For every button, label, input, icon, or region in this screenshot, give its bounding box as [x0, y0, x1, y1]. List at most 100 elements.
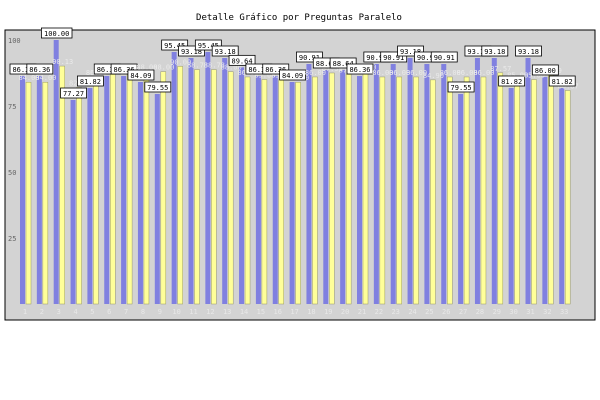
svg-text:86.36: 86.36: [97, 66, 118, 74]
bar-series-b: [160, 71, 167, 305]
svg-text:86.36: 86.36: [12, 66, 33, 74]
bar-series-b: [59, 65, 65, 305]
value-label: 89.64: [228, 54, 256, 66]
bar-series-a: [458, 93, 464, 304]
x-tick-label: 14: [240, 308, 248, 316]
x-tick-label: 22: [375, 308, 383, 316]
bar-series-b: [447, 76, 453, 305]
svg-text:88.64: 88.64: [333, 60, 354, 68]
x-tick-label: 17: [290, 308, 298, 316]
bar-series-b: [345, 74, 352, 305]
svg-text:90.91: 90.91: [299, 54, 320, 62]
bar-series-a: [222, 58, 228, 305]
x-tick-label: 10: [172, 308, 180, 316]
avg-label: 86.00: [473, 69, 494, 77]
x-tick-label: 9: [158, 308, 162, 316]
svg-text:86.00: 86.00: [535, 67, 556, 75]
bar-series-b: [329, 72, 335, 305]
value-label: 79.55: [447, 81, 475, 93]
value-label: 93.18: [397, 45, 424, 57]
value-label: 86.36: [26, 63, 54, 75]
svg-text:90.91: 90.91: [383, 54, 404, 62]
value-label: 93.18: [178, 45, 205, 57]
bar-series-a: [205, 52, 211, 305]
bar-series-b: [379, 76, 386, 305]
value-label: 79.55: [144, 81, 172, 93]
avg-label: 88.78: [187, 62, 208, 70]
value-label: 84.09: [279, 69, 307, 81]
bar-series-a: [340, 69, 346, 304]
x-tick-label: 15: [257, 308, 265, 316]
x-axis: 1 2 3 4 5 6 7 8 9 10 11 12 13 14 15 16 17 18 19 20 21 22 23 24 2…: [23, 308, 569, 316]
svg-text:79.55: 79.55: [147, 84, 168, 92]
bar-series-a: [407, 58, 413, 305]
svg-text:86.36: 86.36: [265, 66, 286, 74]
bar-series-a: [171, 52, 177, 305]
bar-series-a: [373, 63, 379, 304]
avg-label: 86.00: [406, 69, 427, 77]
value-label: 81.82: [77, 75, 104, 87]
bar-series-a: [20, 76, 25, 304]
y-tick-label: 100: [8, 37, 21, 45]
bar-series-a: [390, 63, 396, 304]
x-tick-label: 28: [476, 308, 484, 316]
bar-series-a: [87, 87, 93, 304]
bar-series-b: [312, 76, 318, 305]
svg-text:77.27: 77.27: [63, 90, 84, 98]
svg-text:93.18: 93.18: [181, 48, 202, 56]
x-tick-label: 24: [408, 308, 416, 316]
x-tick-label: 6: [107, 308, 111, 316]
svg-text:95.45: 95.45: [198, 42, 219, 50]
x-tick-label: 26: [442, 308, 450, 316]
bar-series-b: [93, 76, 99, 305]
bar-series-b: [413, 76, 419, 305]
avg-label: 86.00: [440, 69, 461, 77]
svg-text:81.82: 81.82: [501, 78, 522, 86]
bar-series-a: [542, 76, 548, 305]
svg-text:100.00: 100.00: [44, 30, 69, 38]
bar-series-b: [42, 81, 49, 305]
bar-series-a: [474, 58, 480, 305]
x-tick-label: 18: [307, 308, 315, 316]
avg-label: 88.78: [204, 62, 225, 70]
bar-series-b: [463, 76, 470, 305]
bar-series-a: [323, 69, 329, 304]
bars: [20, 40, 571, 305]
value-label: 95.45: [161, 39, 189, 51]
svg-text:93.18: 93.18: [215, 48, 236, 56]
x-tick-label: 1: [23, 308, 27, 316]
bar-series-b: [396, 76, 402, 305]
value-label: 88.64: [329, 57, 357, 69]
svg-text:95.45: 95.45: [164, 42, 185, 50]
value-label: 84.09: [127, 69, 155, 81]
svg-text:93.18: 93.18: [400, 48, 421, 56]
svg-text:88.64: 88.64: [316, 60, 337, 68]
bar-series-a: [357, 76, 362, 304]
avg-label: 87.51: [322, 65, 343, 73]
svg-text:79.55: 79.55: [451, 84, 472, 92]
svg-text:84.09: 84.09: [282, 72, 303, 80]
value-label: 81.82: [498, 75, 526, 87]
x-tick-label: 11: [189, 308, 197, 316]
bar-series-b: [362, 71, 369, 305]
value-label: 95.45: [194, 39, 222, 51]
bar-series-a: [104, 76, 110, 304]
bar-series-b: [430, 79, 436, 305]
svg-text:86.36: 86.36: [114, 66, 135, 74]
bar-series-a: [137, 82, 143, 304]
bar-series-a: [272, 76, 278, 304]
avg-label: 85.00: [254, 72, 275, 80]
avg-label: 84.90: [423, 72, 444, 80]
bar-series-b: [564, 90, 571, 305]
bar-series-a: [53, 40, 59, 304]
svg-text:81.82: 81.82: [80, 78, 101, 86]
value-label: 93.18: [481, 45, 509, 57]
bar-series-a: [239, 67, 245, 304]
x-tick-label: 7: [124, 308, 128, 316]
x-tick-label: 12: [206, 308, 214, 316]
bar-series-b: [295, 81, 301, 305]
bar-series-b: [514, 79, 520, 305]
svg-text:90.91: 90.91: [417, 54, 438, 62]
bar-series-b: [480, 76, 487, 305]
